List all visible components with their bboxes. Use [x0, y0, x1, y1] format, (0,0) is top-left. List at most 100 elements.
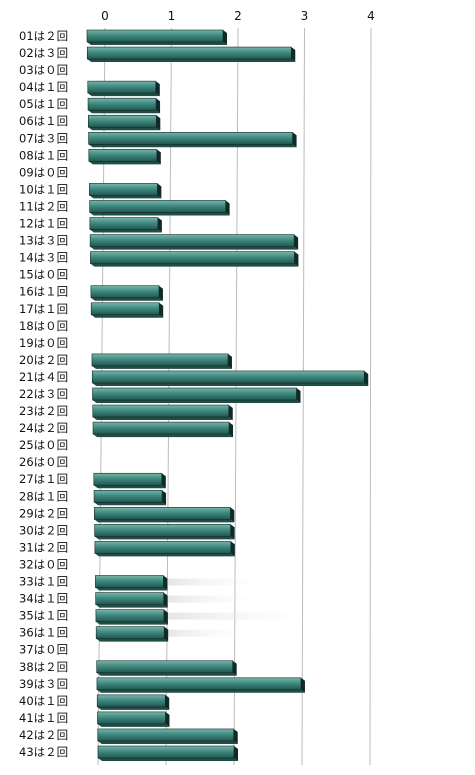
bar-face — [88, 114, 157, 128]
bar-depth — [95, 587, 168, 591]
bar-end-cap — [156, 115, 161, 131]
bar — [90, 285, 163, 301]
bar-end-cap — [300, 677, 305, 693]
bar-face — [91, 353, 229, 367]
bar-end-cap — [233, 728, 238, 744]
category-label: 14は３回 — [19, 251, 68, 265]
bar-face — [97, 728, 235, 742]
bar — [87, 80, 160, 97]
bar-depth — [90, 246, 299, 250]
bar-depth — [97, 723, 170, 727]
bar-depth — [92, 400, 301, 403]
bar-end-cap — [364, 370, 369, 386]
bar-depth — [98, 758, 238, 761]
category-label: 10は１回 — [19, 182, 68, 196]
bar-depth — [89, 229, 162, 233]
bar-face — [96, 694, 166, 708]
bar — [88, 149, 161, 165]
category-label: 35は１回 — [19, 609, 68, 623]
bar-depth — [96, 638, 169, 642]
bar-face — [96, 677, 302, 691]
category-label: 23は２回 — [19, 404, 68, 418]
bar-depth — [95, 621, 168, 625]
bar-face — [86, 46, 292, 60]
bar — [93, 489, 167, 506]
bar-end-cap — [161, 473, 166, 489]
bar — [91, 353, 232, 369]
category-labels: 01は２回 02は３回 03は０回 04は１回 05は１回 06は１回 07は３回 08は１回… — [19, 29, 68, 759]
category-label: 29は２回 — [19, 506, 68, 520]
category-label: 36は１回 — [19, 626, 68, 640]
bar — [94, 541, 235, 557]
bar-face — [95, 592, 164, 605]
bar-end-cap — [232, 660, 237, 676]
bar-face — [93, 472, 163, 486]
category-label: 38は２回 — [19, 660, 68, 674]
bar-depth — [94, 502, 167, 506]
category-label: 12は１回 — [19, 217, 68, 231]
category-label: 19は０回 — [19, 336, 68, 350]
category-label: 15は０回 — [19, 268, 68, 282]
bar-shadow — [165, 595, 271, 603]
category-label: 20は２回 — [19, 353, 68, 367]
bar-depth — [93, 485, 166, 489]
bar — [95, 609, 168, 625]
bar — [93, 472, 166, 489]
gridlines — [97, 27, 372, 766]
bar — [92, 387, 301, 403]
category-label: 02は３回 — [19, 46, 68, 60]
bar — [96, 694, 170, 710]
bar-face — [94, 541, 232, 554]
category-label: 31は２回 — [19, 540, 68, 554]
bar — [95, 575, 168, 591]
category-label: 26は０回 — [19, 455, 68, 469]
bar-end-cap — [163, 575, 168, 591]
bar-end-cap — [165, 694, 170, 710]
category-label: 04は１回 — [19, 80, 68, 94]
category-label: 22は３回 — [19, 387, 68, 401]
bar — [88, 114, 161, 131]
bar-end-cap — [292, 132, 297, 148]
bar-face — [92, 387, 297, 401]
bar-depth — [91, 314, 164, 318]
bar-end-cap — [162, 490, 167, 506]
category-label: 08は１回 — [19, 148, 68, 162]
category-label: 41は１回 — [19, 711, 68, 725]
bar-face — [89, 183, 158, 196]
category-label: 06は１回 — [19, 114, 68, 128]
bar-face — [90, 302, 160, 316]
category-label: 24は２回 — [19, 421, 68, 435]
bar-depth — [89, 212, 230, 216]
x-tick-label: 0 — [101, 9, 109, 23]
category-label: 37は０回 — [19, 643, 68, 657]
bar-end-cap — [230, 541, 235, 557]
bar — [92, 421, 234, 438]
bar — [94, 524, 235, 540]
category-label: 13は３回 — [19, 234, 68, 248]
bar-face — [86, 29, 224, 43]
bar — [95, 626, 169, 642]
category-label: 03は０回 — [19, 63, 68, 77]
bar — [92, 404, 233, 421]
bar — [88, 131, 297, 148]
bar — [91, 370, 369, 386]
bar-face — [97, 711, 166, 725]
bar-face — [90, 251, 295, 264]
bar-depth — [96, 689, 305, 693]
bar-depth — [88, 144, 297, 148]
category-label: 39は３回 — [19, 677, 68, 691]
bar-face — [95, 626, 165, 639]
bar-end-cap — [296, 388, 301, 403]
bar-end-cap — [228, 405, 233, 421]
bar-face — [93, 489, 163, 503]
category-label: 27は１回 — [19, 472, 68, 486]
x-tick-label: 2 — [234, 9, 242, 23]
bar-end-cap — [294, 251, 299, 267]
bar-depth — [97, 740, 238, 744]
bar-depth — [90, 263, 299, 267]
bar-face — [97, 745, 235, 759]
category-label: 40は１回 — [19, 694, 68, 708]
category-label: 28は１回 — [19, 489, 68, 503]
category-label: 32は０回 — [19, 557, 68, 571]
